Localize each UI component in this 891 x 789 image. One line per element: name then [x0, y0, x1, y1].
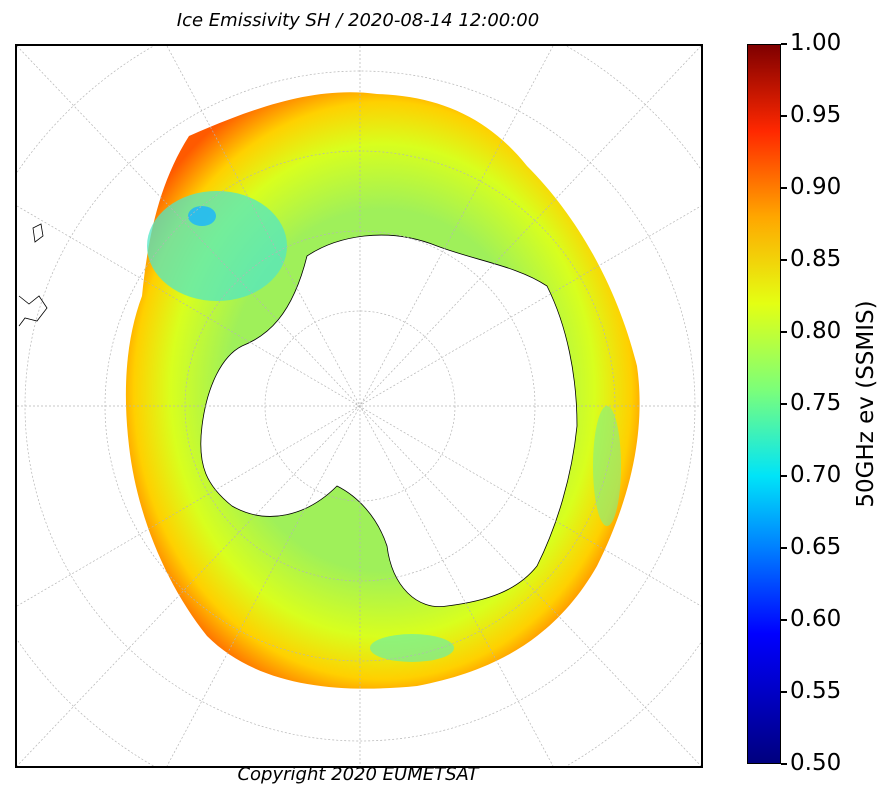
colorbar-tick-label: 0.65 — [790, 534, 842, 560]
colorbar-label: 50GHz ev (SSMIS) — [853, 300, 879, 508]
colorbar-tick-label: 0.90 — [790, 174, 842, 200]
colorbar-tick — [781, 331, 787, 333]
colorbar-tick — [781, 259, 787, 261]
sea-ice-map — [17, 46, 701, 766]
colorbar-tick — [781, 187, 787, 189]
colorbar-tick — [781, 619, 787, 621]
colorbar-tick-label: 1.00 — [790, 30, 842, 56]
low-emissivity-patch-3 — [370, 634, 454, 662]
low-emissivity-patch — [147, 191, 287, 301]
map-title: Ice Emissivity SH / 2020-08-14 12:00:00 — [176, 10, 540, 31]
graticule — [17, 46, 701, 766]
south-america-coast — [18, 295, 48, 327]
colorbar-tick-label: 0.60 — [790, 606, 842, 632]
colorbar-tick-label: 0.55 — [790, 678, 842, 704]
low-emissivity-patch-2 — [188, 206, 216, 226]
map-panel — [15, 44, 703, 768]
colorbar-tick-label: 0.80 — [790, 318, 842, 344]
colorbar-tick — [781, 763, 787, 765]
colorbar-tick — [781, 691, 787, 693]
colorbar-tick-label: 0.95 — [790, 102, 842, 128]
colorbar-tick — [781, 475, 787, 477]
colorbar-tick — [781, 115, 787, 117]
colorbar — [747, 44, 781, 764]
antarctica-coastline — [200, 234, 578, 608]
copyright-notice: Copyright 2020 EUMETSAT — [237, 764, 479, 785]
colorbar-tick-label: 0.75 — [790, 390, 842, 416]
colorbar-tick-label: 0.70 — [790, 462, 842, 488]
colorbar-tick-label: 0.85 — [790, 246, 842, 272]
island-coast — [32, 223, 44, 243]
colorbar-tick — [781, 43, 787, 45]
low-emissivity-patch-4 — [593, 406, 621, 526]
colorbar-tick-label: 0.50 — [790, 750, 842, 776]
colorbar-tick — [781, 547, 787, 549]
colorbar-tick — [781, 403, 787, 405]
